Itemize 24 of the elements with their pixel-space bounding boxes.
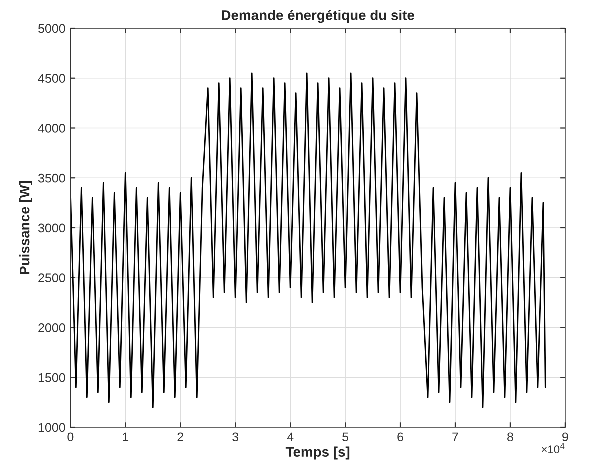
y-tick-label: 1000 — [38, 423, 66, 432]
y-tick-label: 4000 — [38, 124, 66, 133]
x-tick-label: 5 — [342, 432, 348, 442]
y-tick-label: 3500 — [38, 174, 66, 183]
x-tick-label: 2 — [178, 432, 184, 442]
line-series — [70, 72, 546, 408]
y-tick-label: 4500 — [38, 74, 66, 84]
x-tick-label: 0 — [68, 432, 74, 442]
x-tick-label: 8 — [508, 432, 514, 442]
x-tick-label: 3 — [232, 432, 239, 442]
x-axis-title: Temps [s] — [286, 446, 350, 460]
x-tick-label: 4 — [287, 432, 294, 442]
x-tick-label: 1 — [123, 432, 129, 442]
y-tick-label: 5000 — [38, 24, 66, 34]
y-tick-label: 3000 — [38, 224, 66, 233]
y-axis-title: Puissance [W] — [20, 181, 32, 275]
x-tick-label: 9 — [562, 432, 568, 442]
y-tick-label: 2500 — [38, 274, 66, 283]
y-tick-label: 1500 — [38, 373, 66, 382]
text: ×10$^{4}$ — [542, 444, 565, 454]
x-tick-label: 7 — [452, 432, 458, 442]
chart-title: Demande énergétique du site — [222, 10, 414, 24]
y-tick-label: 2000 — [38, 324, 66, 332]
x-tick-label: 6 — [398, 432, 404, 442]
